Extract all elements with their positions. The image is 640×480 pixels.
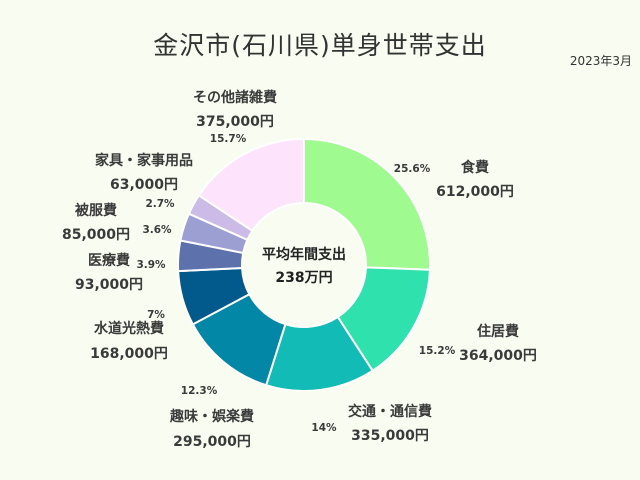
slice-5-category-label: 水道光熱費 <box>94 320 164 337</box>
slice-1-amount-label: 612,000円 <box>436 184 514 200</box>
slice-1-category-label: 食費 <box>461 159 489 176</box>
slice-7-percent-label: 3.6% <box>142 224 172 236</box>
slice-5-percent-label: 7% <box>147 309 165 321</box>
slice-2-percent-label: 15.2% <box>419 345 456 357</box>
slice-3-amount-label: 335,000円 <box>351 428 429 444</box>
slice-4-amount-label: 295,000円 <box>173 434 251 450</box>
slice-4-category-label: 趣味・娯楽費 <box>169 408 254 425</box>
slice-9-category-label: その他諸雑費 <box>193 89 277 106</box>
chart-title: 金沢市(石川県)単身世帯支出 <box>153 31 487 60</box>
slice-1-percent-label: 25.6% <box>394 163 431 175</box>
slice-8-category-label: 家具・家事用品 <box>95 152 193 169</box>
slice-3-category-label: 交通・通信費 <box>348 403 432 420</box>
slice-5-amount-label: 168,000円 <box>90 346 168 362</box>
slice-9-percent-label: 15.7% <box>210 133 247 145</box>
slice-1 <box>303 137 431 271</box>
slice-7-amount-label: 85,000円 <box>62 227 130 243</box>
slice-9-amount-label: 375,000円 <box>196 114 274 130</box>
slice-2-amount-label: 364,000円 <box>459 348 537 364</box>
slice-8-percent-label: 2.7% <box>145 198 175 210</box>
slice-8-amount-label: 63,000円 <box>110 177 178 193</box>
slice-6-category-label: 医療費 <box>88 252 130 269</box>
center-label-title: 平均年間支出 <box>262 246 346 263</box>
chart-date: 2023年3月 <box>569 54 632 68</box>
slice-7-category-label: 被服費 <box>75 202 117 219</box>
slices-layer <box>177 137 431 392</box>
slice-3-percent-label: 14% <box>311 422 337 434</box>
slice-9 <box>197 137 305 233</box>
center-label-total: 238万円 <box>275 270 332 286</box>
slice-6-percent-label: 3.9% <box>136 259 166 271</box>
slice-4-percent-label: 12.3% <box>181 385 218 397</box>
slice-2-category-label: 住居費 <box>477 323 519 340</box>
slice-6-amount-label: 93,000円 <box>75 277 143 293</box>
